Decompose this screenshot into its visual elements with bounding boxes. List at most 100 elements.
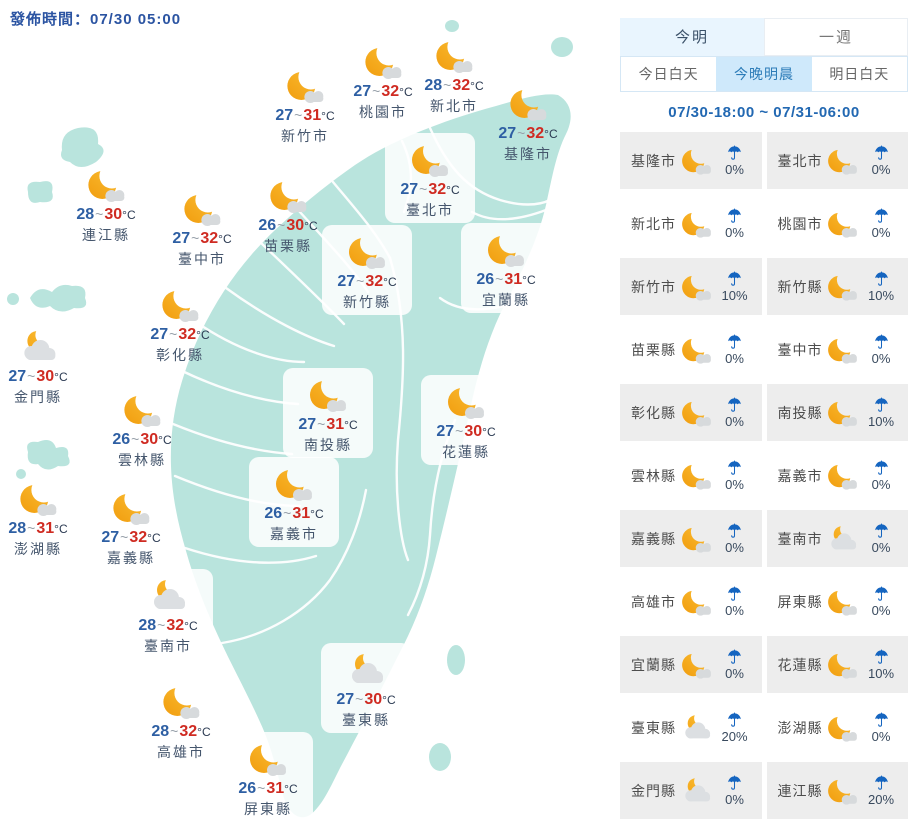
map-station[interactable]: 27~32°C 臺北市 [385,133,475,224]
map-station[interactable]: 26~30°C 苗栗縣 [258,176,318,254]
map-station[interactable]: 28~32°C 臺南市 [123,569,213,660]
temperature-range: 27~30°C [8,368,68,385]
pop-cell: 花蓮縣 10% [766,636,908,693]
tab-today-tomorrow[interactable]: 今明 [620,18,764,56]
station-name: 基隆市 [504,146,552,163]
subtab-today-day[interactable]: 今日白天 [621,57,717,91]
map-station[interactable]: 27~30°C 花蓮縣 [421,375,511,466]
map-station[interactable]: 27~31°C 新竹市 [275,66,335,145]
subtab-tomorrow-day[interactable]: 明日白天 [811,57,907,91]
county-name: 基隆市 [631,152,676,169]
moon-clear-icon [678,208,715,240]
pop-value: 20% [867,791,895,807]
pop-indicator: 0% [717,523,753,555]
moon-clear-icon [824,145,861,177]
pop-table: 基隆市 0% 臺北市 0% 新北市 0% 桃園市 0% 新竹市 10% 新竹縣 10% 苗栗縣 0% 臺中市… [620,132,908,819]
moon-clear-icon [824,271,861,303]
map-station[interactable]: 26~31°C 嘉義市 [249,457,339,548]
moon-cloudy-icon [678,775,715,807]
moon-clear-icon [678,460,715,492]
taiwan-weather-map: 發佈時間：07/30 05:00 27~31°C 新竹市 27~32°C 桃園市 28~… [7,11,573,823]
map-station[interactable]: 28~30°C 連江縣 [76,165,136,244]
subtab-tonight-tomorrow-morning[interactable]: 今晚明晨 [716,57,812,91]
map-station[interactable]: 28~32°C 新北市 [424,36,484,115]
moon-clear-icon [119,390,165,430]
station-name: 新北市 [430,98,478,115]
pop-value: 0% [725,224,744,240]
publish-time: 發佈時間：07/30 05:00 [10,11,182,28]
map-station[interactable]: 28~32°C 高雄市 [151,682,211,760]
island-penghu [27,440,70,470]
moon-clear-icon [824,775,861,807]
pop-cell: 臺南市 0% [766,510,908,567]
pop-value: 0% [725,602,744,618]
umbrella-icon [874,649,889,665]
moon-clear-icon [271,464,317,504]
map-station[interactable]: 27~32°C 新竹縣 [322,225,412,316]
umbrella-icon [874,334,889,350]
county-name: 彰化縣 [631,404,676,421]
map-station[interactable]: 27~32°C 臺中市 [172,189,232,267]
pop-cell: 彰化縣 0% [620,384,762,441]
map-station[interactable]: 26~31°C 宜蘭縣 [461,223,551,314]
tab-week[interactable]: 一週 [764,18,908,56]
county-name: 高雄市 [631,593,676,610]
station-name: 花蓮縣 [442,444,490,461]
temperature-range: 27~30°C [336,691,396,708]
station-name: 澎湖縣 [14,541,62,558]
umbrella-icon [874,586,889,602]
temperature-range: 26~31°C [476,271,536,288]
temperature-range: 28~32°C [151,723,211,740]
pop-indicator: 0% [717,145,753,177]
map-station[interactable]: 27~32°C 桃園市 [353,42,413,121]
station-name: 屏東縣 [244,801,292,818]
map-station[interactable]: 27~31°C 南投縣 [283,368,373,459]
temperature-range: 27~31°C [298,416,358,433]
station-name: 連江縣 [82,227,130,244]
pop-cell: 臺中市 0% [766,321,908,378]
pop-indicator: 20% [863,775,899,807]
island-north-islet [445,20,459,32]
pop-cell: 桃園市 0% [766,195,908,252]
temperature-range: 27~32°C [150,326,210,343]
umbrella-icon [727,271,742,287]
map-station[interactable]: 28~31°C 澎湖縣 [8,479,68,558]
map-station[interactable]: 27~32°C 嘉義縣 [101,488,161,566]
pop-value: 0% [871,476,891,492]
pop-indicator: 0% [863,586,899,618]
moon-clear-icon [824,712,861,744]
moon-clear-icon [282,66,328,106]
station-name: 桃園市 [359,104,407,121]
moon-clear-icon [678,397,715,429]
pop-indicator: 0% [863,145,899,177]
temperature-range: 26~31°C [238,780,298,797]
island-matsu [61,127,104,167]
map-station[interactable]: 27~30°C 臺東縣 [321,643,411,734]
pop-value: 10% [867,665,895,681]
moon-clear-icon [824,334,861,366]
county-name: 金門縣 [631,782,676,799]
pop-indicator: 0% [863,523,899,555]
map-station[interactable]: 26~30°C 雲林縣 [112,390,172,468]
county-name: 南投縣 [777,404,823,421]
map-station[interactable]: 27~32°C 基隆市 [498,84,558,163]
map-station[interactable]: 27~32°C 彰化縣 [150,285,210,363]
pop-indicator: 10% [863,397,899,429]
island-kinmen [30,284,87,312]
island-kinmen-2 [7,293,19,305]
forecast-period: 07/30-18:00 ~ 07/31-06:00 [668,104,860,121]
moon-clear-icon [179,189,225,229]
map-station[interactable]: 26~31°C 屏東縣 [223,732,313,823]
temperature-range: 27~32°C [337,273,397,290]
moon-cloudy-icon [15,327,61,367]
pop-cell: 雲林縣 0% [620,447,762,504]
temperature-range: 26~30°C [112,431,172,448]
moon-cloudy-icon [824,523,861,555]
temperature-range: 26~31°C [264,505,324,522]
station-name: 新竹市 [281,128,329,145]
pop-cell: 南投縣 10% [766,384,908,441]
moon-clear-icon [344,232,390,272]
pop-cell: 新竹市 10% [620,258,762,315]
map-station[interactable]: 27~30°C 金門縣 [8,327,68,405]
island-green [447,645,465,675]
